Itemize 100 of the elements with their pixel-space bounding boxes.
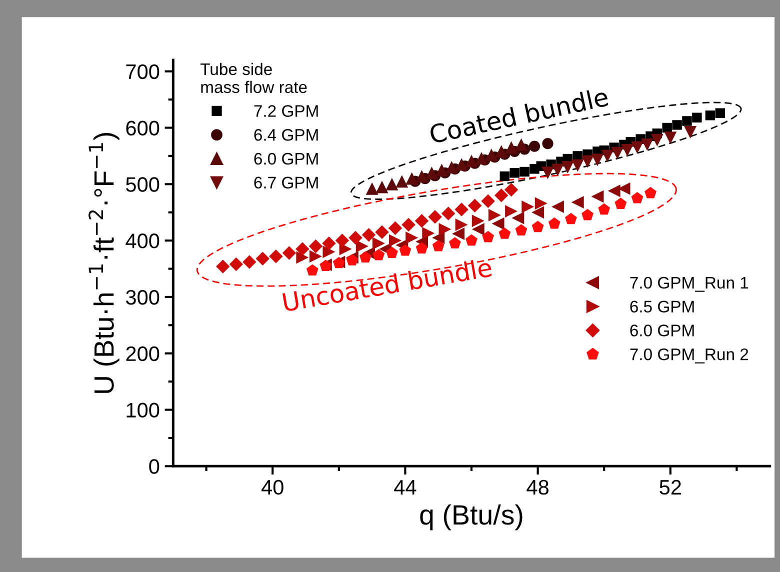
legend-label: 6.7 GPM [254, 176, 318, 189]
point [452, 228, 464, 240]
point [402, 218, 416, 232]
point [372, 248, 385, 260]
point [375, 225, 389, 239]
point [548, 217, 560, 229]
point [498, 228, 511, 239]
point [662, 122, 672, 133]
point [455, 218, 468, 232]
point [256, 252, 270, 266]
point [359, 251, 372, 263]
point [715, 108, 725, 118]
legend-label: 6.5 GPM [630, 300, 694, 313]
y-tick-label: 400 [126, 234, 160, 248]
point [308, 239, 323, 254]
point [684, 126, 697, 139]
point [406, 172, 418, 185]
point [692, 112, 702, 122]
point [492, 217, 504, 230]
point [372, 237, 385, 250]
point [455, 158, 468, 171]
point [614, 198, 627, 209]
point [416, 170, 428, 183]
point [611, 146, 624, 160]
point [445, 160, 458, 174]
point [269, 249, 283, 264]
point [416, 242, 428, 254]
annotation: Coated bundle [428, 86, 609, 144]
y-tick-label: 600 [126, 120, 160, 136]
point [571, 196, 584, 208]
point [472, 214, 484, 228]
legend-label: 7.2 GPM [254, 105, 318, 117]
y-tick-label: 100 [126, 402, 160, 418]
point [482, 230, 494, 242]
point [216, 260, 230, 274]
x-tick-label: 48 [526, 480, 548, 495]
point [396, 175, 408, 188]
point [598, 203, 610, 215]
point [441, 206, 456, 220]
point [601, 150, 614, 162]
point [465, 154, 478, 168]
point [388, 221, 402, 236]
point [672, 120, 682, 130]
y-tick-label: 500 [126, 177, 160, 192]
legend-label: 6.0 GPM [254, 152, 318, 165]
y-tick-label: 700 [126, 64, 160, 80]
legend-label: 6.0 GPM [630, 324, 694, 336]
point [346, 254, 358, 266]
point [528, 140, 540, 152]
point [542, 138, 554, 150]
point [608, 184, 620, 198]
point [399, 244, 412, 256]
point [438, 223, 452, 236]
point [448, 237, 461, 248]
point [425, 166, 438, 180]
y-tick-label: 0 [149, 459, 160, 474]
point [551, 164, 564, 176]
point [510, 168, 520, 178]
point [534, 197, 548, 210]
point [428, 210, 442, 224]
point [376, 180, 388, 194]
point [522, 200, 534, 213]
point [705, 110, 716, 120]
x-axis-title: q (Btu/s) [420, 504, 522, 530]
point [422, 226, 435, 240]
point [682, 116, 692, 126]
point [366, 182, 378, 195]
point [296, 242, 310, 256]
point [282, 246, 296, 260]
point [591, 154, 604, 166]
point [296, 251, 309, 264]
point [454, 202, 468, 216]
x-tick-label: 52 [660, 480, 681, 495]
y-tick-label: 300 [126, 290, 160, 305]
legend-label: 7.0 GPM_Run 2 [630, 348, 748, 364]
x-tick-label: 40 [262, 480, 284, 495]
point [494, 188, 508, 202]
point [581, 155, 594, 168]
point [481, 194, 495, 208]
point [348, 230, 362, 245]
point [322, 246, 336, 258]
point [551, 200, 564, 213]
point [386, 246, 398, 258]
point [500, 171, 510, 182]
point [571, 159, 584, 172]
point [468, 198, 482, 212]
legend-label: 6.4 GPM [254, 129, 318, 141]
point [644, 186, 656, 198]
point [520, 166, 530, 177]
point [561, 160, 574, 174]
point [515, 224, 528, 236]
point [488, 208, 501, 222]
point [532, 206, 544, 219]
legend-title: Tube side mass flow rate [200, 62, 307, 94]
point [335, 234, 350, 248]
point [565, 212, 577, 224]
point [631, 141, 644, 154]
point [495, 145, 508, 158]
y-tick-label: 200 [126, 346, 160, 362]
point [582, 208, 594, 220]
